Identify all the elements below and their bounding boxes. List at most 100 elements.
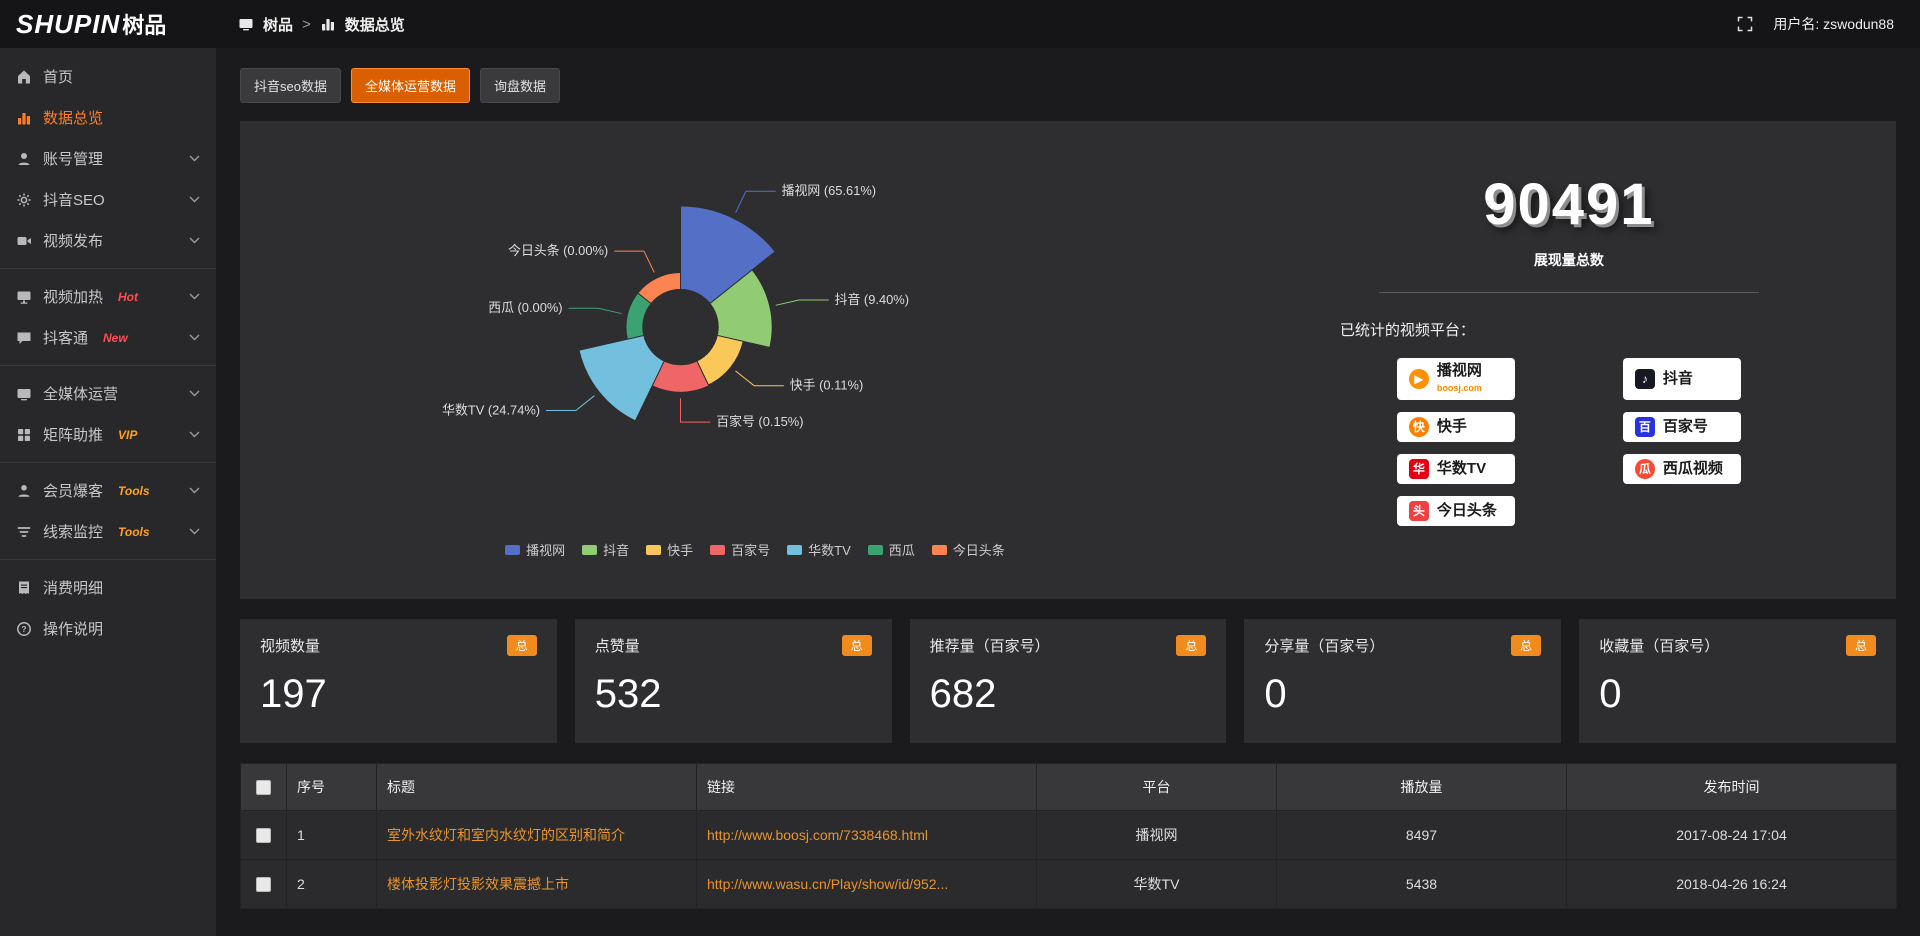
legend-swatch bbox=[646, 544, 662, 555]
pie-slice-1[interactable] bbox=[709, 269, 773, 349]
sidebar-divider bbox=[0, 559, 216, 560]
select-all-checkbox[interactable] bbox=[256, 779, 271, 795]
stat-value: 532 bbox=[594, 672, 662, 716]
chevron-down-icon bbox=[189, 196, 200, 203]
sidebar-item-data-overview[interactable]: 数据总览 bbox=[0, 97, 216, 138]
cell-url-link[interactable]: http://www.wasu.cn/Play/show/id/952... bbox=[707, 876, 949, 892]
total-impressions-value: 90491 bbox=[1483, 172, 1655, 237]
summary-divider bbox=[1378, 292, 1759, 293]
legend-swatch bbox=[710, 544, 726, 555]
stat-card-2: 推荐量（百家号） 总 682 bbox=[909, 619, 1227, 743]
legend-swatch bbox=[867, 544, 883, 555]
pie-label: 抖音 (9.40%) bbox=[835, 292, 909, 307]
platforms-title: 已统计的视频平台： bbox=[1339, 322, 1475, 339]
filter-icon bbox=[16, 524, 32, 540]
chart-icon bbox=[16, 110, 32, 126]
sidebar-item-account[interactable]: 账号管理 bbox=[0, 138, 216, 179]
sidebar-item-doukoutong[interactable]: 抖客通 New bbox=[0, 317, 216, 358]
video-icon bbox=[16, 233, 32, 249]
tab-2[interactable]: 询盘数据 bbox=[479, 68, 560, 103]
pie-slice-4[interactable] bbox=[578, 334, 665, 422]
sidebar-item-tag: Hot bbox=[118, 289, 139, 304]
total-badge[interactable]: 总 bbox=[1845, 635, 1876, 656]
sidebar-item-label: 抖音SEO bbox=[43, 192, 105, 209]
pie-label: 西瓜 (0.00%) bbox=[488, 300, 562, 315]
breadcrumb-current[interactable]: 数据总览 bbox=[344, 16, 405, 34]
logo-text-en: SHUPIN bbox=[16, 9, 121, 39]
chevron-down-icon bbox=[189, 487, 200, 494]
sidebar-item-consume-detail[interactable]: 消费明细 bbox=[0, 567, 216, 608]
cell-title-link[interactable]: 楼体投影灯投影效果震撼上市 bbox=[387, 876, 569, 892]
cell-plays: 8497 bbox=[1276, 810, 1567, 860]
total-badge[interactable]: 总 bbox=[841, 635, 872, 656]
sidebar-item-matrix-boost[interactable]: 矩阵助推 VIP bbox=[0, 414, 216, 455]
chevron-down-icon bbox=[189, 155, 200, 162]
chevron-down-icon bbox=[189, 528, 200, 535]
legend-item-1[interactable]: 抖音 bbox=[582, 540, 629, 559]
platform-name: 西瓜视频 bbox=[1662, 459, 1723, 477]
legend-swatch bbox=[505, 544, 521, 555]
legend-item-4[interactable]: 华数TV bbox=[787, 540, 851, 559]
platform-name: 华数TV bbox=[1436, 459, 1487, 477]
sidebar-item-label: 矩阵助推 bbox=[43, 427, 104, 444]
column-header-5: 发布时间 bbox=[1566, 763, 1897, 811]
chart-panel: 播视网 (65.61%) 抖音 (9.40%) 快手 (0.11%) 百家号 (0.1… bbox=[240, 121, 1896, 599]
pie-slice-6[interactable] bbox=[637, 271, 682, 305]
row-checkbox[interactable] bbox=[256, 876, 271, 892]
stats-row: 视频数量总 197 点赞量总 532 推荐量（百家号）总 682 分享量（百家号）总 0 收藏量… bbox=[240, 619, 1896, 743]
legend-item-2[interactable]: 快手 bbox=[646, 540, 693, 559]
data-table: 序号 标题 链接 平台 播放量 发布时间 1 室外水纹灯和室内水纹灯的区别和简介 http:/… bbox=[240, 763, 1897, 909]
sidebar-item-help[interactable]: ? 操作说明 bbox=[0, 608, 216, 649]
legend-item-3[interactable]: 百家号 bbox=[710, 540, 770, 559]
stat-label: 分享量（百家号） bbox=[1264, 638, 1385, 655]
cell-no: 1 bbox=[286, 810, 377, 860]
total-badge[interactable]: 总 bbox=[506, 635, 537, 656]
row-checkbox[interactable] bbox=[256, 827, 271, 843]
sidebar-item-video-publish[interactable]: 视频发布 bbox=[0, 220, 216, 261]
sidebar-item-home[interactable]: 首页 bbox=[0, 56, 216, 97]
total-badge[interactable]: 总 bbox=[1176, 635, 1207, 656]
pie-slice-0[interactable] bbox=[680, 205, 776, 305]
platform-logo-icon: 华 bbox=[1408, 458, 1429, 479]
chevron-down-icon bbox=[189, 390, 200, 397]
sidebar-item-all-media[interactable]: 全媒体运营 bbox=[0, 373, 216, 414]
sidebar-divider bbox=[0, 462, 216, 463]
grid-icon bbox=[16, 427, 32, 443]
sidebar-item-member-burst[interactable]: 会员爆客 Tools bbox=[0, 470, 216, 511]
column-header-2: 链接 bbox=[696, 763, 1037, 811]
top-bar: SHUPIN 树品 树品 > 数据总览 用户名: zswodun88 bbox=[0, 0, 1920, 48]
breadcrumb-current-icon bbox=[320, 16, 336, 32]
column-header-0: 序号 bbox=[286, 763, 377, 811]
home-icon bbox=[16, 69, 32, 85]
legend-swatch bbox=[931, 544, 947, 555]
fullscreen-icon[interactable] bbox=[1737, 16, 1753, 32]
sidebar-item-douyin-seo[interactable]: 抖音SEO bbox=[0, 179, 216, 220]
svg-text:?: ? bbox=[21, 624, 26, 634]
legend-label: 华数TV bbox=[808, 543, 851, 558]
chat-icon bbox=[16, 330, 32, 346]
chevron-down-icon bbox=[189, 237, 200, 244]
sidebar-item-video-heat[interactable]: 视频加热 Hot bbox=[0, 276, 216, 317]
platform-name: 今日头条 bbox=[1436, 501, 1497, 519]
legend-item-6[interactable]: 今日头条 bbox=[931, 540, 1005, 559]
cell-title-link[interactable]: 室外水纹灯和室内水纹灯的区别和简介 bbox=[387, 827, 625, 843]
platform-subtext: boosj.com bbox=[1436, 382, 1482, 393]
cell-time: 2018-04-26 16:24 bbox=[1566, 859, 1897, 909]
legend-item-5[interactable]: 西瓜 bbox=[867, 540, 915, 559]
logo-text-cn: 树品 bbox=[122, 13, 167, 38]
pie-label: 华数TV (24.74%) bbox=[442, 402, 540, 417]
sidebar-item-tag: VIP bbox=[118, 427, 138, 442]
tab-1[interactable]: 全媒体运营数据 bbox=[350, 68, 470, 103]
sidebar-item-label: 抖客通 bbox=[43, 330, 89, 347]
pie-chart[interactable]: 播视网 (65.61%) 抖音 (9.40%) 快手 (0.11%) 百家号 (0.1… bbox=[254, 129, 1256, 534]
cell-url-link[interactable]: http://www.boosj.com/7338468.html bbox=[707, 827, 929, 843]
total-badge[interactable]: 总 bbox=[1511, 635, 1542, 656]
stat-label: 点赞量 bbox=[594, 638, 640, 655]
platform-name: 抖音 bbox=[1662, 369, 1693, 387]
sidebar-item-tag: Tools bbox=[118, 483, 150, 498]
column-header-1: 标题 bbox=[376, 763, 697, 811]
sidebar-item-lead-monitor[interactable]: 线索监控 Tools bbox=[0, 511, 216, 552]
legend-item-0[interactable]: 播视网 bbox=[505, 540, 565, 559]
breadcrumb-root[interactable]: 树品 bbox=[263, 16, 294, 34]
tab-0[interactable]: 抖音seo数据 bbox=[240, 68, 341, 103]
